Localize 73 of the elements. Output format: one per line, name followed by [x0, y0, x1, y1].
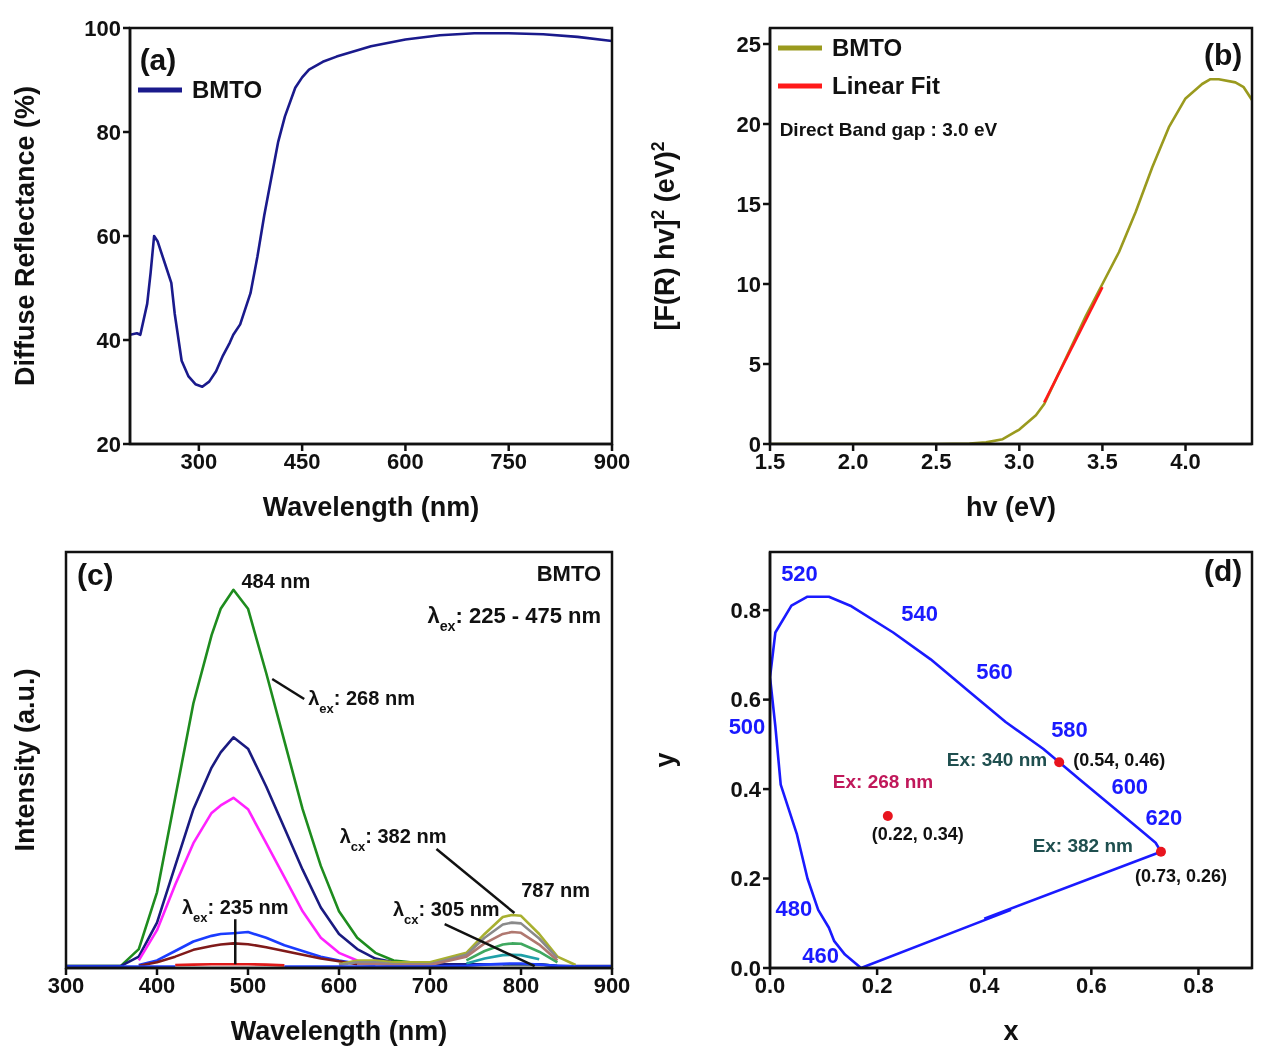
annotation: λ$_{cx}$: 382 nm	[339, 825, 447, 854]
annotation: 520	[781, 560, 818, 586]
x-axis-title: hv (eV)	[965, 492, 1057, 522]
annotation: (a)	[139, 42, 177, 76]
annotation: 484 nm	[241, 569, 311, 592]
x-tick-label: 500	[229, 972, 267, 998]
y-tick-label: 60	[96, 223, 121, 249]
y-tick-label: 0.2	[730, 866, 761, 892]
x-tick-label: 3.5	[1087, 448, 1118, 474]
x-axis-title: Wavelength (nm)	[230, 1016, 448, 1046]
x-tick-label: 300	[47, 972, 85, 998]
annotation: 480	[775, 895, 813, 921]
y-tick-label: 25	[736, 31, 761, 57]
annotation: (d)	[1204, 554, 1243, 588]
legend-label: Linear Fit	[832, 72, 941, 99]
annotation: 540	[901, 600, 938, 626]
x-tick-label: 300	[180, 448, 218, 474]
y-tick-label: 20	[96, 431, 121, 457]
annotation: (c)	[76, 558, 114, 592]
x-axis-title: Wavelength (nm)	[262, 492, 480, 522]
x-tick-label: 600	[387, 448, 424, 474]
x-tick-label: 400	[138, 972, 176, 998]
annotation: λ$_{ex}$: 235 nm	[181, 896, 289, 925]
y-tick-label: 10	[736, 271, 761, 297]
annotation: 460	[802, 942, 839, 968]
x-tick-label: 3.0	[1004, 448, 1035, 474]
x-tick-label: 900	[593, 448, 631, 474]
annotation: 787 nm	[521, 879, 591, 902]
annotation: 560	[976, 658, 1013, 684]
y-tick-label: 40	[96, 327, 121, 353]
y-tick-label: 100	[84, 15, 121, 41]
annotation: 580	[1051, 716, 1088, 742]
x-tick-label: 600	[320, 972, 358, 998]
x-tick-label: 0.8	[1183, 972, 1214, 998]
y-tick-label: 0.4	[730, 776, 762, 802]
y-axis-title: Intensity (a.u.)	[10, 668, 40, 852]
x-tick-label: 800	[502, 972, 540, 998]
y-tick-label: 15	[736, 191, 761, 217]
y-tick-label: 0.6	[730, 687, 761, 713]
x-tick-label: 2.0	[837, 448, 869, 474]
legend-label: BMTO	[832, 34, 903, 61]
annotation: Direct Band gap : 3.0 eV	[779, 119, 998, 141]
annotation: 600	[1111, 774, 1149, 800]
x-tick-label: 4.0	[1170, 448, 1201, 474]
x-tick-label: 2.5	[920, 448, 952, 474]
x-tick-label: 0.2	[861, 972, 893, 998]
annotation: λ$_{cx}$: 305 nm	[392, 898, 500, 927]
legend-label: BMTO	[192, 76, 263, 103]
x-tick-label: 450	[283, 448, 321, 474]
x-axis-title: x	[1003, 1016, 1019, 1046]
annotation: 500	[728, 714, 766, 740]
x-tick-label: 0.4	[968, 972, 1001, 998]
y-tick-label: 20	[736, 111, 761, 137]
x-tick-label: 700	[411, 972, 449, 998]
y-tick-label: 5	[748, 351, 761, 377]
y-tick-label: 0.8	[730, 597, 761, 623]
annotation: λ$_{ex}$: 225 - 475 nm	[427, 602, 602, 634]
x-tick-label: 900	[593, 972, 631, 998]
annotation: (0.54, 0.46)	[1073, 750, 1166, 771]
y-axis-title: y	[650, 752, 680, 768]
x-tick-label: 750	[490, 448, 528, 474]
annotation: Ex: 340 nm	[946, 749, 1048, 771]
x-tick-label: 0.6	[1076, 972, 1107, 998]
y-axis-title: Diffuse Reflectance (%)	[10, 85, 40, 387]
annotation: (0.73, 0.26)	[1134, 865, 1227, 886]
annotation: λ$_{ex}$: 268 nm	[308, 687, 415, 716]
annotation: 620	[1145, 805, 1183, 831]
annotation: (b)	[1204, 38, 1243, 72]
text: BMTO	[536, 561, 602, 587]
annotation: (0.22, 0.34)	[871, 823, 964, 844]
annotation: Ex: 382 nm	[1032, 834, 1133, 856]
y-tick-label: 80	[96, 119, 121, 145]
annotation: Ex: 268 nm	[832, 770, 934, 792]
